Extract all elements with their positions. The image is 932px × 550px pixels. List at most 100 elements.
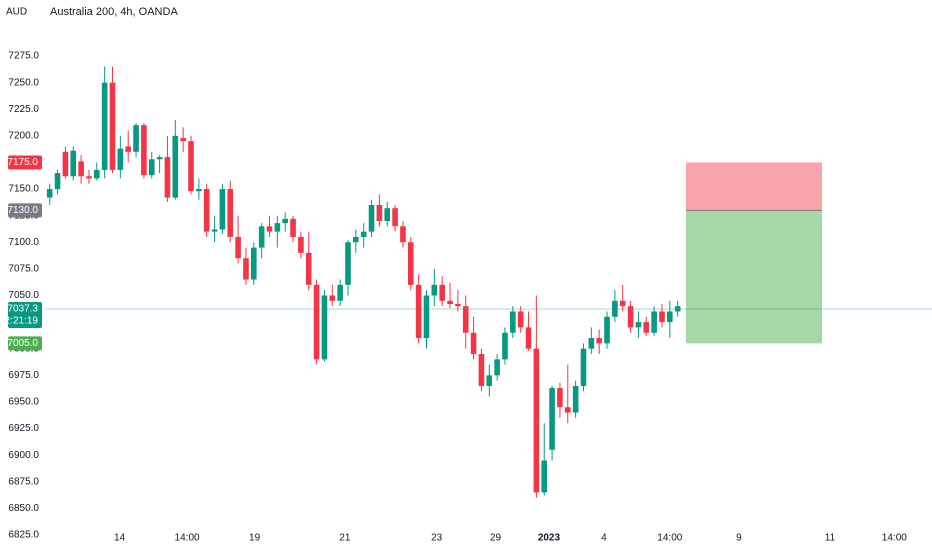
x-tick-label: 11 xyxy=(825,533,836,544)
candle-body xyxy=(533,348,540,493)
candle-body xyxy=(141,125,147,176)
candle-body xyxy=(313,284,320,360)
x-tick-label: 14:00 xyxy=(882,533,907,544)
candle-body xyxy=(368,205,375,232)
candle-body xyxy=(235,236,241,259)
x-tick-label: 4 xyxy=(601,533,607,544)
candle-body xyxy=(564,407,571,413)
x-tick-label: 29 xyxy=(490,533,502,544)
last-price-badge-label: 7037.3 xyxy=(7,304,38,315)
candle-body xyxy=(462,306,469,333)
candle-body xyxy=(455,304,461,307)
candle-body xyxy=(54,173,61,190)
last-price-badge: 7037.302:21:19 xyxy=(0,302,42,329)
target-badge: 7005.0 xyxy=(7,336,42,351)
stop-badge: 7175.0 xyxy=(7,155,42,170)
candle-body xyxy=(117,148,124,170)
candle-body xyxy=(674,306,681,312)
candle-body xyxy=(549,388,555,450)
x-tick-label: 14:00 xyxy=(175,533,200,544)
candle-body xyxy=(478,354,485,386)
candle-body xyxy=(180,137,186,142)
candle-body xyxy=(510,311,516,333)
x-tick-label: 14 xyxy=(114,533,126,544)
candle-body xyxy=(400,226,406,243)
y-tick-label: 6950.0 xyxy=(8,397,39,408)
candle-body xyxy=(502,332,508,360)
candle-body xyxy=(360,231,367,237)
candle-body xyxy=(298,236,304,253)
candle-body xyxy=(667,311,673,323)
candle-body xyxy=(494,359,500,376)
candle-body xyxy=(290,218,296,237)
target-badge-label: 7005.0 xyxy=(7,338,38,349)
candle-body xyxy=(250,247,257,280)
last-price-badge-bg xyxy=(8,302,42,329)
candle-body xyxy=(337,284,343,301)
candle-body xyxy=(148,159,155,176)
y-tick-label: 6850.0 xyxy=(8,503,39,514)
candle-body xyxy=(329,295,336,301)
candle-body xyxy=(612,300,618,317)
candle-body xyxy=(345,242,351,285)
candle-body xyxy=(156,157,163,160)
candle-body xyxy=(78,161,84,177)
candle-body xyxy=(305,252,312,285)
countdown-label: 02:21:19 xyxy=(0,316,38,327)
y-tick-label: 7150.0 xyxy=(8,184,39,195)
candle-body xyxy=(133,125,139,152)
stop-badge-bg xyxy=(8,155,42,170)
candle-body xyxy=(447,300,453,305)
candle-body xyxy=(415,284,422,339)
candle-body xyxy=(211,229,218,232)
x-tick-label: 21 xyxy=(339,533,351,544)
y-tick-label: 6900.0 xyxy=(8,450,39,461)
chart-title: Australia 200, 4h, OANDA xyxy=(50,6,178,18)
candle-body xyxy=(125,146,132,152)
candle-body xyxy=(227,189,234,237)
candle-body xyxy=(282,218,288,224)
stop-badge-label: 7175.0 xyxy=(7,157,38,168)
entry-badge-label: 7130.0 xyxy=(7,205,38,216)
candle-body xyxy=(109,82,116,170)
x-tick-label: 2023 xyxy=(538,533,561,544)
candle-body xyxy=(258,226,265,248)
candle-body xyxy=(439,284,445,301)
y-tick-label: 6975.0 xyxy=(8,370,39,381)
candle-body xyxy=(541,460,548,493)
x-tick-label: 9 xyxy=(736,533,742,544)
candle-body xyxy=(431,284,438,296)
candle-body xyxy=(635,322,642,328)
candle-body xyxy=(70,150,77,177)
stop-zone xyxy=(686,162,822,211)
candle-body xyxy=(321,295,328,360)
candle-body xyxy=(486,375,493,386)
x-tick-label: 14:00 xyxy=(657,533,682,544)
y-tick-label: 7250.0 xyxy=(8,77,39,88)
y-tick-label: 6825.0 xyxy=(8,530,39,541)
candle-body xyxy=(407,242,414,285)
x-tick-label: 23 xyxy=(431,533,443,544)
candle-body xyxy=(219,189,226,230)
candle-body xyxy=(266,226,273,232)
candle-body xyxy=(196,189,202,192)
y-tick-label: 7275.0 xyxy=(8,51,39,62)
candle-body xyxy=(423,295,430,339)
y-tick-label: 7050.0 xyxy=(8,290,39,301)
target-badge-bg xyxy=(8,336,42,351)
target-zone xyxy=(686,210,822,344)
candle-body xyxy=(274,223,281,232)
candle-body xyxy=(172,135,179,198)
y-tick-label: 7200.0 xyxy=(8,130,39,141)
candle-body xyxy=(588,338,595,349)
candle-body xyxy=(384,208,391,221)
candle-body xyxy=(62,151,69,177)
candle-body xyxy=(392,208,398,227)
currency-label: AUD xyxy=(6,7,27,18)
candle-body xyxy=(517,311,524,328)
y-tick-label: 7225.0 xyxy=(8,104,39,115)
y-tick-label: 6925.0 xyxy=(8,423,39,434)
candle-body xyxy=(46,189,53,198)
y-tick-label: 7075.0 xyxy=(8,264,39,275)
